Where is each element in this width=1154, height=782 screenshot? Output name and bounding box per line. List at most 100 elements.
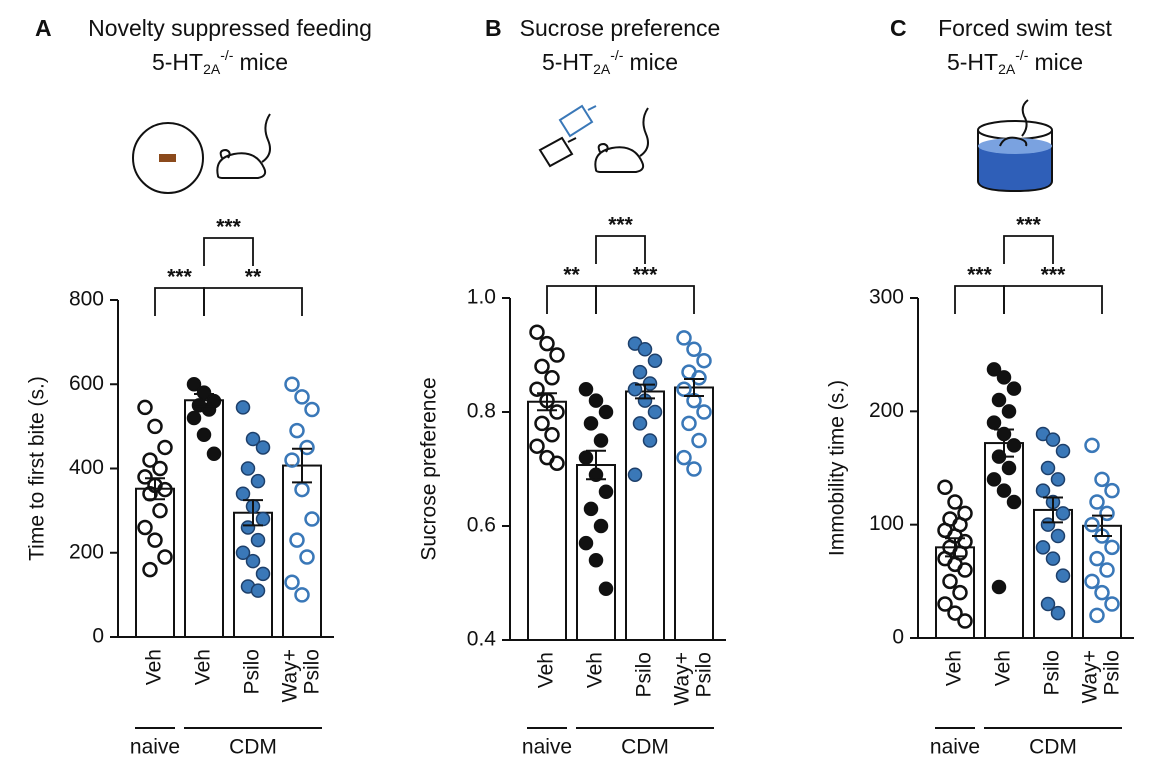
data-point xyxy=(549,347,565,363)
data-point xyxy=(529,324,545,340)
data-point xyxy=(284,452,300,468)
group-label: CDM xyxy=(621,736,669,759)
y-tick-label: 0.4 xyxy=(467,628,497,651)
chart-title: Forced swim test xyxy=(938,15,1112,41)
data-point xyxy=(681,415,697,432)
data-point xyxy=(691,432,707,449)
significance-bracket xyxy=(1003,235,1054,264)
bar xyxy=(625,390,665,642)
data-point xyxy=(157,481,173,498)
data-point xyxy=(142,486,158,502)
data-point xyxy=(196,427,212,443)
chart-subtitle: 5-HT2A-/- mice xyxy=(947,47,1083,77)
data-point xyxy=(299,439,315,456)
data-point xyxy=(1045,551,1061,566)
subtitle-rest: mice xyxy=(629,49,678,75)
data-point xyxy=(647,353,663,368)
data-point xyxy=(534,415,550,432)
data-point xyxy=(947,605,963,621)
data-point xyxy=(235,486,251,502)
data-point xyxy=(289,422,305,439)
x-tick-label: Way+ xyxy=(1079,650,1102,703)
icon-bottles xyxy=(538,104,649,173)
data-point xyxy=(1089,494,1105,510)
y-tick-label: 0.8 xyxy=(467,400,496,423)
data-point xyxy=(986,472,1002,487)
data-point xyxy=(284,376,300,392)
data-point xyxy=(157,439,173,456)
y-tick-label: 1.0 xyxy=(467,286,496,309)
group-label: CDM xyxy=(1029,736,1077,759)
y-tick-label: 100 xyxy=(869,512,904,535)
data-point xyxy=(1094,584,1110,601)
data-point xyxy=(235,400,251,415)
data-point xyxy=(957,562,973,578)
x-tick-label: Way+ xyxy=(279,649,302,702)
error-bar xyxy=(145,477,165,501)
data-point xyxy=(676,330,692,346)
data-point xyxy=(137,399,153,416)
subtitle-base: 5-HT xyxy=(152,49,203,75)
data-point xyxy=(593,518,609,534)
y-tick-label: 0 xyxy=(892,626,904,649)
x-tick-label: Veh xyxy=(584,652,607,688)
data-point xyxy=(1035,540,1051,555)
panel-label: B xyxy=(485,15,502,41)
data-point xyxy=(696,352,712,369)
subtitle-sub: 2A xyxy=(203,61,221,77)
data-point xyxy=(152,502,168,519)
y-axis-label: Sucrose preference xyxy=(418,377,441,560)
error-bar xyxy=(1092,514,1112,537)
significance-label: *** xyxy=(967,264,992,287)
data-point xyxy=(137,519,153,536)
error-bar xyxy=(945,537,965,558)
x-tick-label: Veh xyxy=(992,650,1015,686)
data-point xyxy=(1094,471,1110,488)
group-label: naive xyxy=(930,736,980,759)
data-point xyxy=(1099,562,1115,578)
subtitle-sub: 2A xyxy=(998,61,1016,77)
panel-label: A xyxy=(35,15,52,41)
data-point xyxy=(937,479,953,496)
data-point xyxy=(647,404,663,420)
chart-subtitle: 5-HT2A-/- mice xyxy=(152,47,288,77)
data-point xyxy=(986,415,1002,430)
data-point xyxy=(294,481,310,498)
significance-bracket xyxy=(595,235,646,264)
data-point xyxy=(549,455,565,472)
data-point xyxy=(1035,483,1051,498)
subtitle-sup: -/- xyxy=(610,47,624,63)
data-point xyxy=(1040,460,1056,476)
data-point xyxy=(937,596,953,612)
y-axis-label: Immobility time (s.) xyxy=(826,380,849,556)
y-tick-label: 400 xyxy=(69,456,104,479)
data-point xyxy=(947,494,963,510)
data-point xyxy=(240,461,256,476)
error-bar xyxy=(586,449,606,481)
data-point xyxy=(588,552,604,568)
error-bar xyxy=(684,377,704,398)
significance-label: *** xyxy=(1016,214,1041,237)
error-bar xyxy=(994,428,1014,458)
data-point xyxy=(1001,460,1017,476)
data-point xyxy=(583,416,599,431)
error-bar xyxy=(292,447,312,484)
chart-title: Novelty suppressed feeding xyxy=(88,15,372,41)
data-point xyxy=(627,381,643,397)
data-point xyxy=(245,553,261,569)
data-point xyxy=(642,433,658,448)
significance-label: *** xyxy=(216,216,241,239)
data-point xyxy=(1050,528,1066,544)
y-tick-label: 300 xyxy=(869,286,904,309)
data-point xyxy=(686,461,702,477)
data-point xyxy=(583,501,599,517)
significance-label: ** xyxy=(245,266,262,289)
y-tick-label: 800 xyxy=(69,288,104,311)
error-bar xyxy=(243,499,263,527)
data-point xyxy=(294,587,310,603)
data-point xyxy=(294,389,310,405)
data-point xyxy=(147,532,163,548)
data-point xyxy=(1104,539,1120,556)
data-point xyxy=(1104,596,1120,612)
